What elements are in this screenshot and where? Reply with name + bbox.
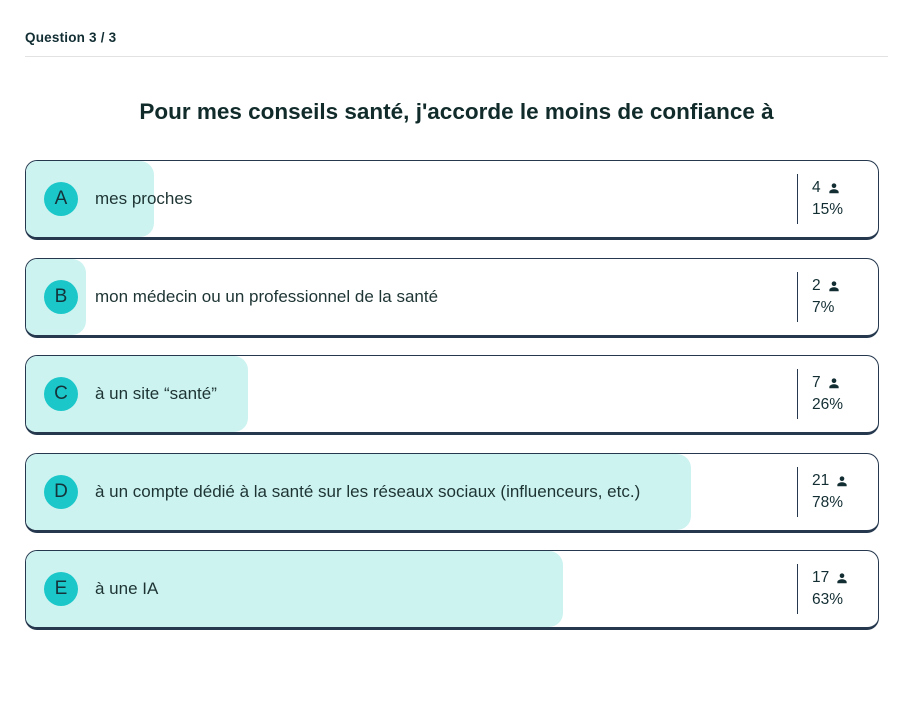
answer-option-row-e: E à une IA 17 63% <box>25 550 879 630</box>
person-icon <box>828 378 839 389</box>
person-icon <box>837 573 847 584</box>
option-letter-badge: A <box>44 182 78 216</box>
result-bar-fill <box>26 551 563 627</box>
person-icon <box>828 280 839 291</box>
option-label: à une IA <box>95 579 159 598</box>
option-stats: 4 15% <box>812 179 878 219</box>
option-label: mon médecin ou un professionnel de la sa… <box>95 286 439 306</box>
votes-percent: 63% <box>812 591 844 608</box>
option-stats: 17 63% <box>812 569 878 609</box>
answer-option-row-d: D à un compte dédié à la santé sur les r… <box>25 452 879 533</box>
votes-count: 17 <box>812 569 830 586</box>
votes-percent: 7% <box>812 298 835 316</box>
question-title: Pour mes conseils santé, j'accorde le mo… <box>139 99 774 124</box>
option-label: mes proches <box>95 189 193 208</box>
person-icon <box>828 183 839 194</box>
votes-count: 7 <box>812 374 821 391</box>
answer-option-row-b: B mon médecin ou un professionnel de la … <box>25 257 879 338</box>
votes-count: 2 <box>812 276 821 294</box>
option-label: à un site “santé” <box>95 384 217 403</box>
stats-divider <box>796 466 798 517</box>
votes-percent: 78% <box>812 493 844 511</box>
option-letter-badge: C <box>44 377 78 411</box>
page-header: Question 3 / 3 <box>0 0 913 57</box>
answer-option-row-c: C à un site “santé” 7 26% <box>25 355 879 435</box>
option-letter-badge: E <box>44 572 78 606</box>
stats-divider <box>796 174 798 224</box>
votes-percent: 15% <box>812 201 844 218</box>
person-icon <box>837 475 847 486</box>
votes-count: 4 <box>812 179 821 196</box>
votes-percent: 26% <box>812 396 844 413</box>
answer-options-list: A mes proches 4 15% B mon médecin ou un … <box>25 160 879 648</box>
option-stats: 2 7% <box>812 277 878 317</box>
option-label: à un compte dédié à la santé sur les rés… <box>95 481 641 501</box>
result-bar-fill <box>26 453 691 530</box>
answer-option-row-a: A mes proches 4 15% <box>25 160 879 240</box>
stats-divider <box>796 271 798 322</box>
option-letter-badge: D <box>44 474 78 509</box>
option-stats: 7 26% <box>812 374 878 414</box>
question-counter: Question 3 / 3 <box>25 30 117 45</box>
option-stats: 21 78% <box>812 472 878 512</box>
option-letter-badge: B <box>44 279 78 314</box>
stats-divider <box>796 369 798 419</box>
stats-divider <box>796 564 798 614</box>
header-divider <box>25 56 888 57</box>
votes-count: 21 <box>812 471 830 489</box>
